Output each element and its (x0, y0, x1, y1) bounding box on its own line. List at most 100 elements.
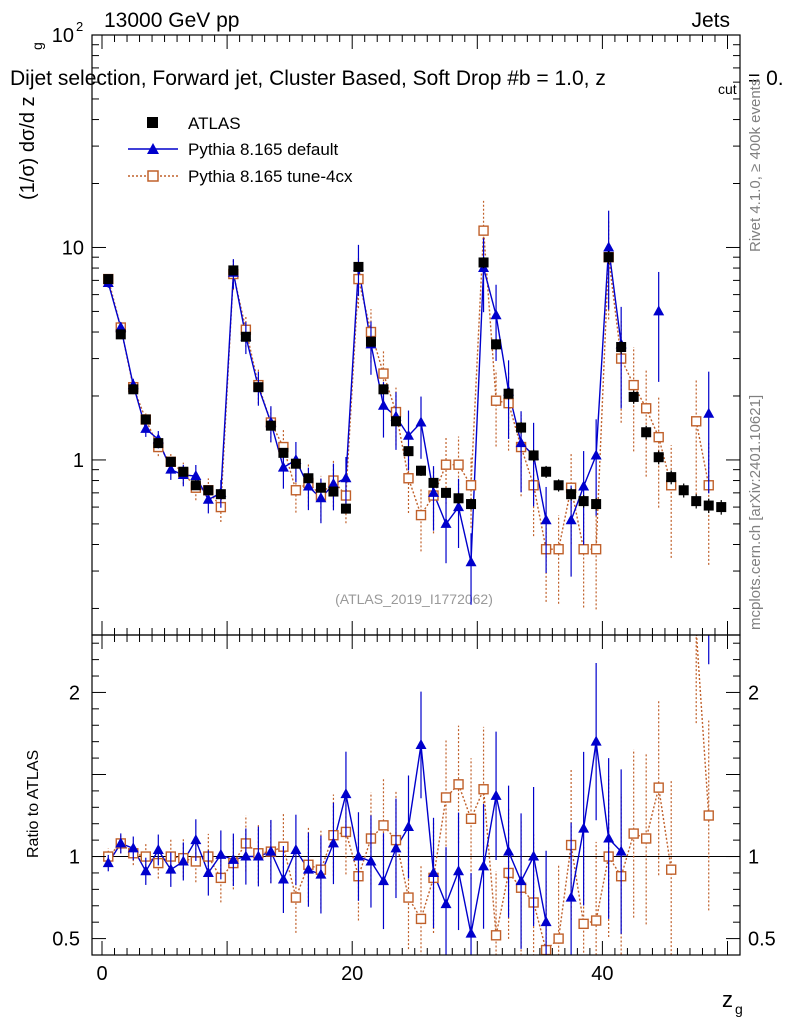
y-tick-label-exp: 2 (76, 19, 83, 34)
default-point (327, 837, 339, 848)
default-point (503, 845, 515, 856)
default-point (340, 788, 352, 799)
default-point (290, 843, 302, 854)
legend-default-marker (147, 143, 159, 154)
default-point (140, 865, 152, 876)
plot-title: Dijet selection, Forward jet, Cluster Ba… (10, 67, 784, 97)
plot-title-sub: cut (718, 81, 737, 97)
default-point (528, 850, 540, 861)
default-point (478, 860, 490, 871)
tune-series-line (107, 635, 710, 952)
atlas-point (253, 382, 264, 393)
y-axis-label-ratio: Ratio to ATLAS (25, 750, 42, 858)
atlas-point (666, 472, 677, 483)
default-point (102, 857, 114, 868)
tune-point (553, 544, 564, 555)
tune-point (628, 379, 639, 391)
tune-point (440, 792, 452, 803)
atlas-point (428, 477, 439, 488)
default-point (315, 492, 327, 503)
y-tick-label: 1 (73, 450, 84, 472)
default-point (365, 855, 377, 866)
rivet-label: Rivet 4.1.0, ≥ 400k events (747, 79, 764, 252)
default-point (590, 449, 602, 460)
default-point (402, 429, 414, 440)
atlas-point (365, 336, 376, 347)
default-point (440, 898, 452, 909)
atlas-point (416, 465, 427, 476)
default-point (227, 853, 239, 864)
default-point (165, 463, 177, 474)
plot-title-main: Dijet selection, Forward jet, Cluster Ba… (10, 67, 606, 90)
tune-point (703, 810, 714, 821)
legend-atlas-label: ATLAS (188, 114, 241, 133)
ratio-plot (92, 219, 740, 955)
legend-tune-marker (147, 170, 159, 182)
tune-point (691, 635, 702, 636)
x-tick-label: 20 (341, 963, 363, 985)
tune-point (378, 820, 389, 831)
atlas-point (215, 489, 226, 500)
default-point (327, 478, 339, 489)
atlas-point (278, 447, 289, 458)
default-point (252, 850, 264, 861)
default-point (277, 873, 289, 884)
ratio-y-tick-label-right: 0.5 (748, 929, 776, 951)
default-point (565, 891, 577, 902)
tune-point (378, 368, 389, 379)
x-tick-label: 0 (96, 963, 107, 985)
atlas-point (303, 473, 314, 484)
atlas-point (140, 414, 151, 425)
atlas-point (103, 274, 114, 285)
legend: ATLAS Pythia 8.165 default Pythia 8.165 … (128, 114, 353, 186)
atlas-point (653, 452, 664, 463)
default-point (402, 821, 414, 831)
default-point (302, 480, 314, 491)
tune-point (403, 892, 414, 903)
default-point (115, 837, 127, 848)
default-point (202, 493, 214, 504)
default-point (453, 501, 465, 512)
tune-point (465, 813, 477, 824)
atlas-point (616, 342, 627, 353)
ratio-y-tick-label: 0.5 (52, 929, 80, 951)
default-point (352, 850, 364, 861)
tune-point (490, 930, 502, 941)
default-point (603, 832, 615, 843)
atlas-point (678, 485, 689, 496)
default-point (590, 735, 602, 746)
y-axis-label-main-sub: g (29, 42, 45, 50)
default-point (653, 305, 665, 316)
atlas-point (566, 489, 577, 500)
default-point (540, 514, 552, 525)
default-point (540, 916, 552, 927)
default-point (390, 842, 402, 853)
default-point (653, 219, 664, 229)
reference-label: (ATLAS_2019_I1772062) (335, 591, 493, 607)
y-axis-label-main-text: (1/σ) dσ/d z (17, 96, 39, 200)
atlas-point (240, 331, 251, 342)
tune-point (665, 864, 677, 875)
default-point (202, 866, 214, 877)
default-point (565, 514, 577, 525)
default-point (190, 834, 202, 845)
atlas-point (328, 486, 339, 497)
default-point (190, 470, 202, 481)
atlas-point (128, 384, 139, 395)
default-point (340, 472, 352, 483)
default-point (490, 309, 502, 320)
default-point (428, 486, 440, 497)
atlas-point (516, 422, 527, 433)
default-point (415, 738, 427, 749)
atlas-point (553, 480, 564, 491)
tune-series-line (107, 230, 710, 550)
mcplots-label: mcplots.cern.ch [arXiv:2401.10621] (747, 395, 764, 630)
y-tick-label: 10 (52, 25, 74, 47)
default-point (578, 822, 590, 833)
atlas-point (353, 261, 364, 272)
default-point (490, 789, 502, 800)
atlas-point (703, 500, 714, 511)
y-tick-label: 10 (62, 237, 84, 259)
